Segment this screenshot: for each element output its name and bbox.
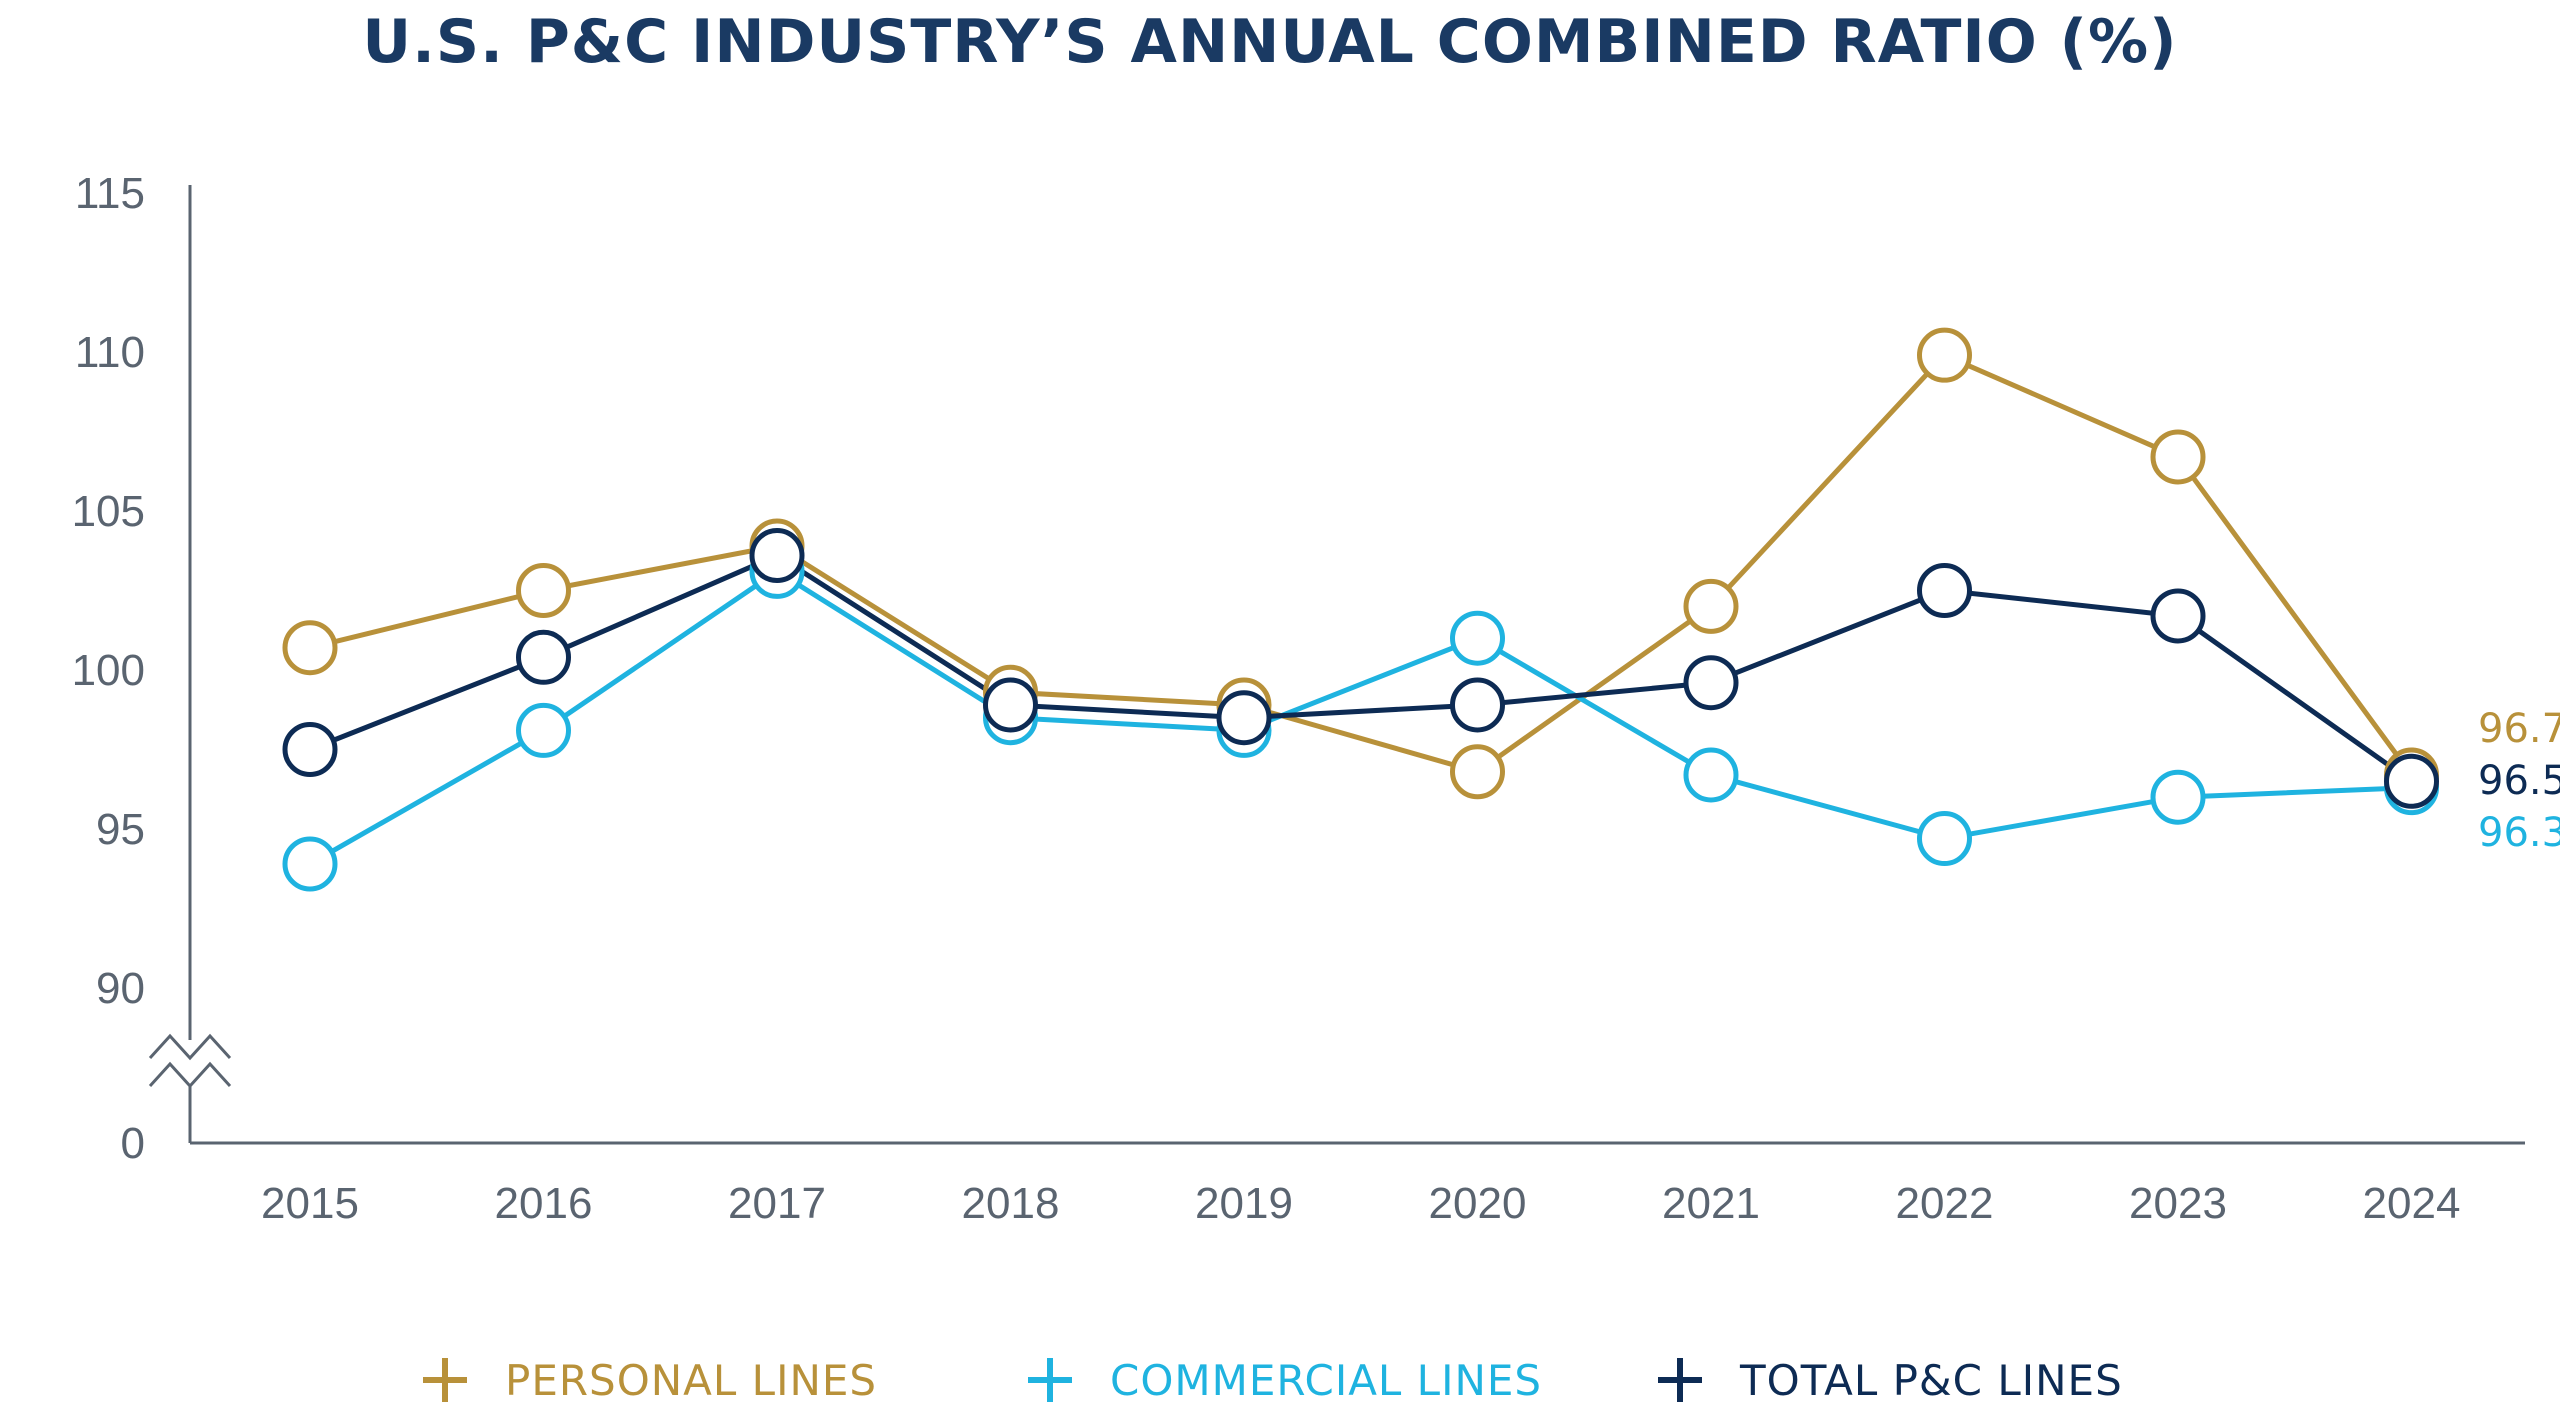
series-end-label: 96.7 <box>2478 706 2560 752</box>
series-line <box>308 568 2412 867</box>
y-tick-label: 105 <box>72 487 145 536</box>
legend-label: TOTAL P&C LINES <box>1739 1356 2123 1403</box>
data-point <box>1683 655 1739 711</box>
data-point <box>282 620 338 676</box>
legend-label: PERSONAL LINES <box>505 1356 877 1403</box>
data-point <box>1917 563 1972 618</box>
x-tick-label: 2015 <box>261 1179 359 1228</box>
data-point <box>1450 610 1505 666</box>
chart-axes <box>148 185 2525 1145</box>
series-lines <box>308 352 2414 867</box>
data-point <box>2150 429 2206 485</box>
x-tick-label: 2016 <box>495 1179 593 1228</box>
legend-item: TOTAL P&C LINES <box>1658 1356 2123 1403</box>
x-tick-label: 2021 <box>1662 1179 1760 1228</box>
x-tick-label: 2018 <box>962 1179 1060 1228</box>
y-tick-label: 115 <box>75 169 145 218</box>
data-point <box>516 629 571 685</box>
end-labels: 96.7 96.3 96.5 <box>2478 706 2560 856</box>
y-tick-label: 90 <box>96 964 145 1013</box>
data-point <box>516 563 571 618</box>
data-point <box>1450 744 1505 800</box>
data-point <box>749 528 805 584</box>
data-point <box>1683 747 1739 803</box>
axis-break-upper <box>148 1033 232 1061</box>
data-point <box>1450 677 1505 733</box>
data-point <box>1917 811 1972 867</box>
x-tick-label: 2023 <box>2129 1179 2227 1228</box>
series-line <box>309 553 2413 784</box>
data-point <box>983 677 1038 733</box>
chart-title: U.S. P&C INDUSTRY’S ANNUAL COMBINED RATI… <box>362 7 2177 77</box>
data-point <box>2150 769 2206 825</box>
y-tick-label: 0 <box>121 1119 145 1168</box>
x-axis-ticks: 2015 2016 2017 2018 2019 2020 2021 2022 2023 2024 <box>261 1179 2460 1228</box>
x-tick-label: 2017 <box>728 1179 826 1228</box>
x-tick-label: 2022 <box>1896 1179 1994 1228</box>
y-tick-label: 100 <box>72 646 145 695</box>
series-points <box>282 327 2439 892</box>
data-point <box>282 836 338 892</box>
y-tick-label: 95 <box>96 805 145 854</box>
x-tick-label: 2019 <box>1195 1179 1293 1228</box>
x-tick-label: 2024 <box>2363 1179 2461 1228</box>
legend-item: PERSONAL LINES <box>423 1356 877 1403</box>
series-end-label: 96.3 <box>2478 810 2560 856</box>
y-tick-label: 110 <box>75 328 145 377</box>
series-line <box>309 352 2414 777</box>
chart-legend: PERSONAL LINES COMMERCIAL LINES TOTAL P&C … <box>423 1356 2123 1403</box>
data-point <box>2150 588 2206 644</box>
axis-break-lower <box>148 1061 232 1089</box>
data-point <box>516 702 571 758</box>
data-point <box>2384 753 2439 809</box>
series-end-label: 96.5 <box>2478 758 2560 804</box>
data-point <box>282 722 338 777</box>
data-point <box>1683 578 1739 634</box>
legend-item: COMMERCIAL LINES <box>1028 1356 1542 1403</box>
x-tick-label: 2020 <box>1429 1179 1527 1228</box>
y-axis-ticks: 115 110 105 100 95 90 0 <box>72 169 145 1168</box>
legend-label: COMMERCIAL LINES <box>1110 1356 1542 1403</box>
data-point <box>1917 327 1972 383</box>
data-point <box>1216 690 1272 746</box>
